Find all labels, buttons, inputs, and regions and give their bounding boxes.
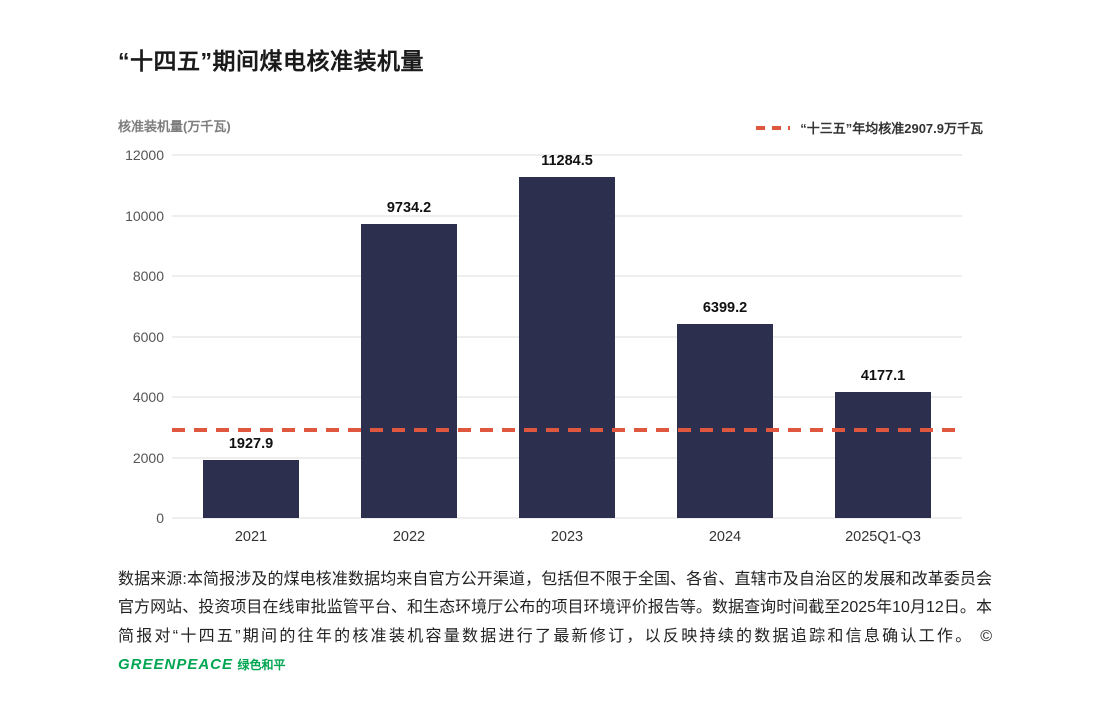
bar xyxy=(361,223,457,518)
y-tick-label: 2000 xyxy=(132,449,164,466)
y-tick-label: 0 xyxy=(156,510,164,526)
chart-plot-area: 1927.9 9734.2 11284.5 6399.2 4177.1 xyxy=(172,152,962,519)
y-axis-tick-labels: 0 2000 4000 6000 8000 10000 12000 xyxy=(108,147,164,526)
gridline xyxy=(172,517,962,519)
page-title: “十四五”期间煤电核准装机量 xyxy=(118,48,424,74)
y-tick-label: 8000 xyxy=(132,268,164,284)
footer-text: 数据来源:本简报涉及的煤电核准数据均来自官方公开渠道，包括但不限于全国、各省、直… xyxy=(118,571,992,645)
bar-value-label: 4177.1 xyxy=(860,367,906,384)
greenpeace-logo: GREENPEACE xyxy=(118,656,234,674)
reference-dashed-line xyxy=(172,428,962,433)
bar-column-2024: 6399.2 xyxy=(646,155,804,518)
bar xyxy=(203,459,299,518)
copyright-symbol: © xyxy=(980,627,992,645)
greenpeace-logo-cn: 绿色和平 xyxy=(237,658,286,673)
x-axis-label: 2022 xyxy=(392,529,426,545)
bar-series: 1927.9 9734.2 11284.5 6399.2 4177.1 xyxy=(172,152,962,518)
y-tick-label: 12000 xyxy=(125,147,164,163)
reference-line-legend: “十三五”年均核准2907.9万千瓦 xyxy=(756,118,983,137)
x-axis-label: 2023 xyxy=(550,529,584,545)
bar-value-label: 1927.9 xyxy=(228,435,274,452)
bar-value-label: 9734.2 xyxy=(386,199,432,216)
bar xyxy=(677,324,773,518)
bar-value-label: 6399.2 xyxy=(702,300,748,317)
data-source-note: 数据来源:本简报涉及的煤电核准数据均来自官方公开渠道，包括但不限于全国、各省、直… xyxy=(118,566,992,680)
y-tick-label: 6000 xyxy=(132,328,164,345)
y-tick-label: 10000 xyxy=(125,207,164,224)
x-axis-label: 2021 xyxy=(234,529,268,545)
dashed-line-icon xyxy=(756,125,791,130)
x-axis-labels: 2021 2022 2023 2024 2025Q1-Q3 xyxy=(172,529,962,545)
bar-value-label: 11284.5 xyxy=(541,152,593,169)
bar-column-2023: 11284.5 xyxy=(488,152,646,518)
bar-column-2022: 9734.2 xyxy=(330,155,488,518)
y-axis-unit-label: 核准装机量(万千瓦) xyxy=(118,119,231,134)
bar-column-2021: 1927.9 xyxy=(172,155,330,518)
x-axis-label: 2024 xyxy=(708,529,742,545)
bar xyxy=(519,176,615,518)
bar-column-2025Q1-Q3: 4177.1 xyxy=(804,155,962,518)
legend-label: “十三五”年均核准2907.9万千瓦 xyxy=(800,121,983,136)
y-tick-label: 4000 xyxy=(132,389,164,405)
bar xyxy=(835,391,931,518)
x-axis-label: 2025Q1-Q3 xyxy=(845,529,921,545)
gridline xyxy=(172,154,962,156)
